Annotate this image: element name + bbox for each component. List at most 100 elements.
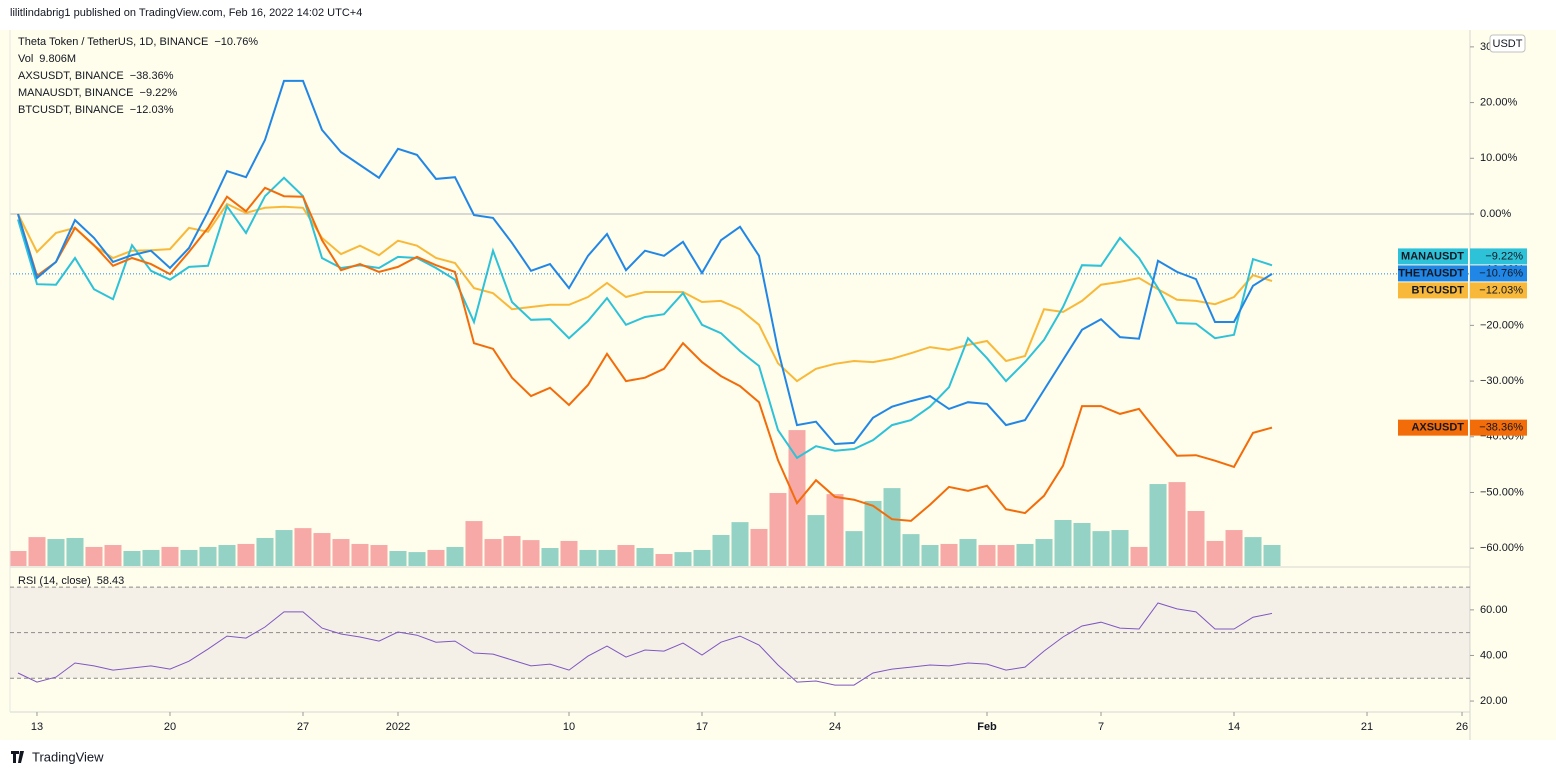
rsi-value: 58.43 [97,575,125,587]
y-tick-label: −60.00% [1480,542,1524,554]
volume-bar [940,543,958,566]
legend-value: 9.806M [39,53,76,65]
volume-bar [408,552,426,566]
volume-bar [1111,530,1129,566]
price-label-value-box [1470,282,1527,299]
volume-bar [864,500,882,566]
volume-bar [731,522,749,566]
legend-value: −9.22% [140,87,178,99]
volume-bar [560,540,578,566]
x-tick-label: 13 [31,721,43,733]
volume-bar [484,539,502,566]
volume-bar [1054,519,1072,566]
volume-bar [845,531,863,566]
y-tick-label: 0.00% [1480,208,1511,220]
price-label-name: THETAUSDT [1398,267,1464,279]
volume-bar [826,494,844,566]
volume-bar [1263,545,1281,566]
volume-bar [66,537,84,566]
volume-bar [655,554,673,566]
x-tick-label: 27 [297,721,309,733]
volume-bar [465,521,483,566]
volume-bar [750,528,768,566]
legend-value: −10.76% [214,36,258,48]
price-label-value-box [1470,248,1527,265]
volume-bar [674,552,692,566]
volume-bar [1206,540,1224,566]
rsi-title: RSI (14, close) [18,575,91,587]
volume-bar [256,537,274,566]
volume-bar [142,549,160,566]
volume-bar [104,545,122,566]
y-tick-label: −20.00% [1480,319,1524,331]
header: lilitlindabrig1 published on TradingView… [10,7,362,19]
volume-bar [1187,511,1205,566]
volume-bar [693,549,711,566]
volume-bar [427,549,445,566]
y-tick-label: −30.00% [1480,375,1524,387]
volume-bar [788,430,806,566]
volume-bar [921,545,939,566]
x-tick-label: 20 [164,721,176,733]
volume-bar [370,545,388,566]
x-tick-label: 2022 [386,721,410,733]
price-label-value: −38.36% [1479,422,1523,434]
x-tick-label: 26 [1456,721,1468,733]
price-label-name-box [1398,248,1468,265]
series-line [17,176,1273,460]
y-tick-label: −50.00% [1480,486,1524,498]
logo [11,751,24,763]
legend-label: Vol [18,53,33,65]
x-tick-label: 24 [829,721,841,733]
volume-bar [959,539,977,566]
volume-bar [389,551,407,566]
rsi-line [17,602,1273,686]
legend-label: MANAUSDT, BINANCE [18,87,134,99]
volume-bar [237,543,255,566]
volume-bar [807,515,825,566]
volume-bar [1130,546,1148,566]
volume-bar [218,545,236,566]
volume-bar [1092,531,1110,566]
price-label-value-box [1470,265,1527,282]
volume-bar [883,488,901,566]
volume-bar [313,533,331,566]
legend-label: Theta Token / TetherUS, 1D, BINANCE [18,36,208,48]
legend-label: AXSUSDT, BINANCE [18,70,124,82]
legend-label: BTCUSDT, BINANCE [18,104,124,116]
x-tick-label: 14 [1228,721,1240,733]
volume-bar [997,545,1015,566]
price-label-value: −9.22% [1485,250,1523,262]
price-label-name: MANAUSDT [1401,250,1464,262]
chart-background [0,30,1556,740]
volume-bar [1168,482,1186,566]
volume-bar [978,545,996,566]
volume-bar [294,528,312,566]
volume-bar [1016,543,1034,566]
price-label-value: −12.03% [1479,284,1523,296]
footer: TradingView [32,749,104,764]
volume-bar [180,549,198,566]
x-tick-label: 17 [696,721,708,733]
x-tick-label: Feb [977,721,997,733]
x-tick-label: 21 [1361,721,1373,733]
volume-bar [1073,522,1091,566]
unit-box [1489,34,1526,53]
volume-bar [769,493,787,566]
volume-bar [199,546,217,566]
series-line [17,79,1273,446]
y-tick-label: 20.00% [1480,96,1518,108]
volume-bar [9,551,27,566]
volume-bar [712,534,730,566]
price-label-name: AXSUSDT [1411,422,1464,434]
volume-bar [332,539,350,566]
volume-bar [275,530,293,566]
rsi-tick-label: 20.00 [1480,695,1508,707]
volume-bar [123,551,141,566]
y-tick-label: 30 [1480,41,1492,53]
volume-bar [1244,537,1262,566]
volume-bar [28,537,46,566]
price-label-value: −10.76% [1479,267,1523,279]
